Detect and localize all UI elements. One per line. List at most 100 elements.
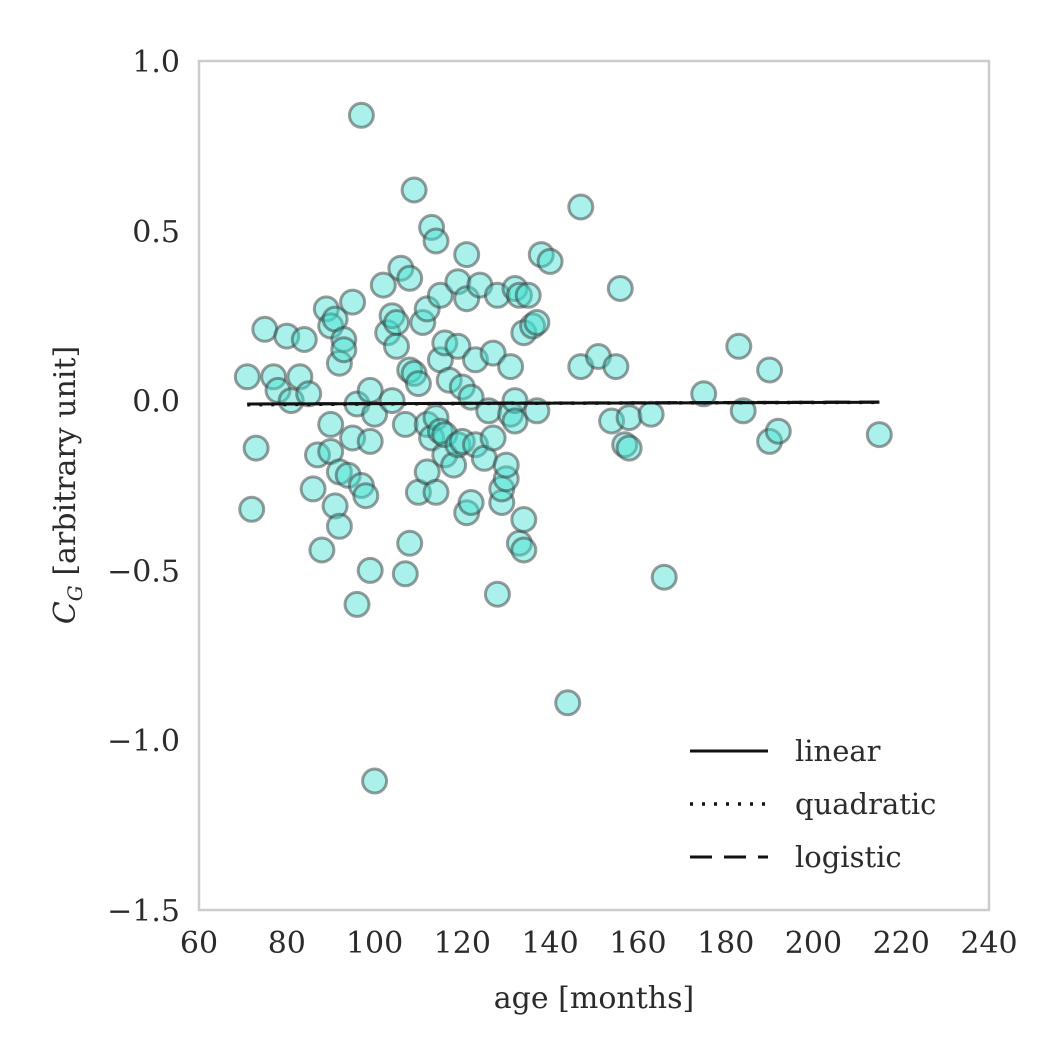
scatter-point: [404, 370, 432, 398]
x-tick-label: 240: [960, 926, 1017, 961]
scatter-point: [501, 407, 529, 435]
scatter-point: [492, 451, 520, 479]
y-tick-label: 0.0: [132, 385, 180, 420]
x-tick-label: 120: [434, 926, 491, 961]
scatter-point: [378, 387, 406, 415]
scatter-point: [505, 281, 533, 309]
scatter-point: [347, 101, 375, 129]
scatter-point: [615, 434, 643, 462]
y-axis-label-unit: [arbitrary unit]: [48, 346, 83, 585]
scatter-point: [523, 309, 551, 336]
scatter-point: [764, 417, 792, 445]
scatter-point: [391, 410, 419, 438]
scatter-point: [325, 512, 353, 540]
scatter-point: [290, 326, 318, 353]
scatter-point: [483, 580, 511, 608]
scatter-point: [725, 332, 753, 360]
scatter-point: [690, 380, 718, 408]
scatter-point: [650, 563, 678, 591]
scatter-point: [756, 356, 784, 384]
x-tick-labels: 60 80 100 120 140 160 180 200 220 240: [180, 926, 1018, 961]
x-tick-label: 200: [785, 926, 842, 961]
scatter-point: [602, 353, 630, 381]
scatter-point: [479, 339, 507, 367]
y-tick-labels: −1.5 −1.0 −0.5 0.0 0.5 1.0: [107, 45, 180, 929]
scatter-point: [251, 315, 279, 343]
legend-linear-label: linear: [795, 734, 881, 768]
y-axis-label-subscript: G: [63, 585, 87, 601]
x-tick-label: 80: [268, 926, 306, 961]
scatter-point: [343, 590, 371, 618]
y-axis-label-main: C: [48, 601, 83, 624]
x-axis-label: age [months]: [494, 981, 694, 1016]
scatter-point: [391, 560, 419, 588]
scatter-point: [536, 247, 564, 275]
scatter-point: [299, 475, 327, 503]
scatter-point: [492, 465, 520, 493]
scatter-point: [444, 332, 472, 360]
scatter-point: [396, 529, 424, 557]
scatter-point: [567, 193, 595, 221]
scatter-point: [637, 400, 665, 428]
x-tick-label: 220: [873, 926, 930, 961]
scatter-point: [729, 397, 757, 425]
x-tick-label: 140: [521, 926, 578, 961]
scatter-point: [426, 281, 454, 309]
points-layer: [233, 101, 893, 795]
scatter-point: [308, 536, 336, 564]
scatter-point: [453, 241, 481, 269]
y-tick-label: −1.5: [107, 894, 180, 929]
scatter-point: [369, 271, 397, 299]
scatter-point: [523, 397, 551, 425]
scatter-point: [383, 332, 410, 360]
x-tick-label: 180: [697, 926, 754, 961]
legend: linear quadratic logistic: [690, 734, 936, 874]
scatter-point: [356, 427, 384, 455]
scatter-point: [238, 495, 266, 523]
y-tick-label: −0.5: [107, 554, 180, 589]
scatter-point: [435, 366, 463, 394]
y-tick-label: 0.5: [132, 215, 180, 250]
legend-logistic-label: logistic: [795, 840, 902, 874]
fit-lines-layer: [247, 400, 880, 407]
x-tick-label: 160: [609, 926, 666, 961]
scatter-point: [295, 380, 323, 408]
scatter-point: [383, 309, 410, 336]
scatter-point: [615, 404, 643, 432]
scatter-point: [501, 387, 529, 415]
scatter-point: [514, 281, 542, 309]
scatter-point: [422, 227, 450, 255]
scatter-point: [356, 376, 384, 404]
scatter-point: [606, 275, 634, 302]
legend-quadratic-label: quadratic: [795, 787, 936, 821]
scatter-point: [242, 434, 270, 462]
scatter-point: [330, 326, 358, 353]
scatter-point: [422, 478, 450, 506]
fit-line-logistic: [247, 400, 880, 406]
y-axis-label: CG [arbitrary unit]: [48, 346, 87, 624]
scatter-point: [356, 556, 384, 584]
scatter-point: [554, 689, 582, 717]
scatter-point: [865, 421, 893, 449]
scatter-point: [317, 410, 345, 438]
plot-frame: [197, 59, 991, 912]
scatter-point: [233, 363, 261, 391]
y-tick-label: 1.0: [132, 45, 180, 80]
scatter-point: [479, 424, 507, 452]
x-tick-label: 100: [346, 926, 403, 961]
scatter-point: [497, 353, 525, 381]
y-tick-label: −1.0: [107, 724, 180, 759]
scatter-point: [361, 767, 389, 795]
scatter-point: [457, 489, 485, 516]
scatter-point: [352, 482, 380, 510]
x-tick-label: 60: [180, 926, 218, 961]
scatter-point: [440, 451, 468, 479]
scatter-point: [321, 492, 349, 520]
scatter-point: [400, 176, 428, 204]
scatter-point: [396, 264, 424, 292]
scatter-point: [510, 536, 538, 564]
scatter-point: [330, 336, 358, 364]
scatter-point: [510, 506, 538, 533]
scatter-point: [339, 288, 367, 316]
